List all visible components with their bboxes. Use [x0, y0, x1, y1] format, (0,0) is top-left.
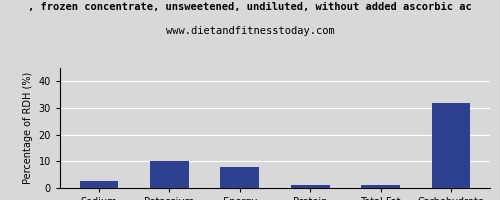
Text: , frozen concentrate, unsweetened, undiluted, without added ascorbic ac: , frozen concentrate, unsweetened, undil… [28, 2, 472, 12]
Bar [80, 181, 118, 188]
Text: www.dietandfitnesstoday.com: www.dietandfitnesstoday.com [166, 26, 334, 36]
Bar [432, 103, 470, 188]
Bar [150, 161, 188, 188]
Bar [220, 167, 259, 188]
Bar [291, 185, 330, 188]
Bar [362, 185, 400, 188]
Y-axis label: Percentage of RDH (%): Percentage of RDH (%) [23, 72, 33, 184]
